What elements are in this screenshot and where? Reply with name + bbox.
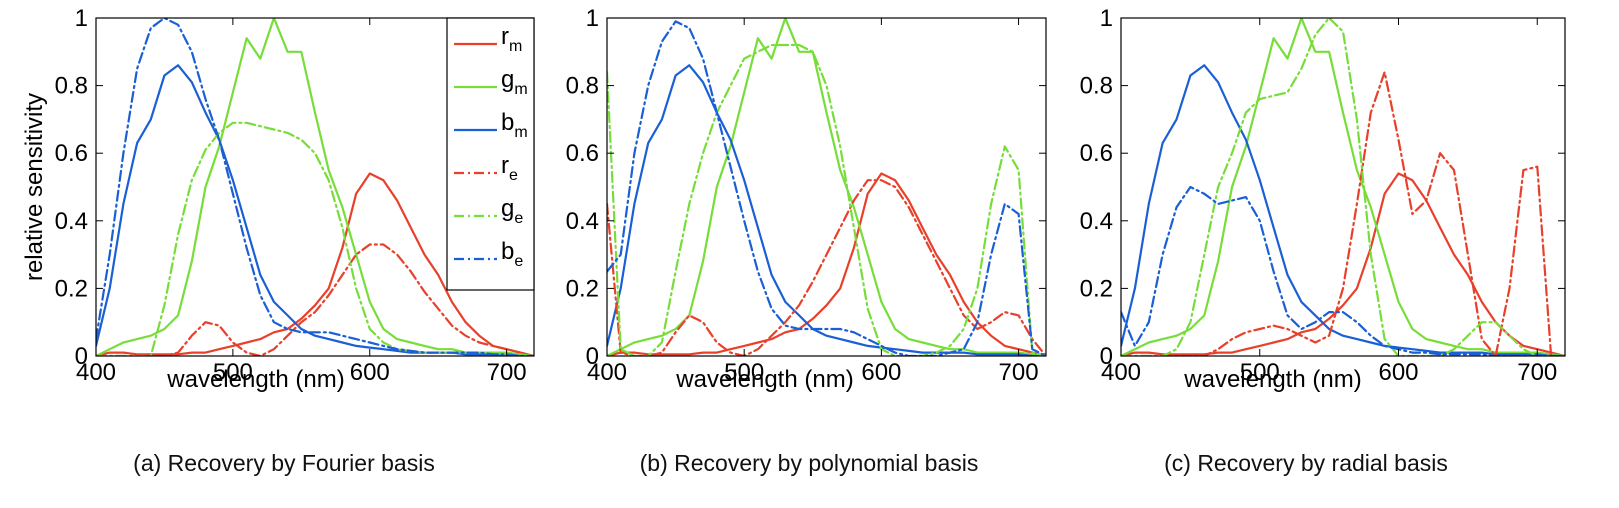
x-tick-label: 700 (1517, 359, 1557, 386)
x-axis-label: wavelength (nm) (1183, 366, 1361, 393)
x-tick-label: 400 (1101, 359, 1141, 386)
y-tick-label: 1 (75, 5, 88, 32)
legend-box (447, 18, 534, 290)
x-tick-label: 600 (861, 359, 901, 386)
y-tick-label: 0.8 (1080, 73, 1113, 100)
y-tick-label: 0.6 (566, 140, 599, 167)
y-tick-label: 0.6 (1080, 140, 1113, 167)
y-tick-label: 0.8 (55, 73, 88, 100)
x-tick-label: 400 (76, 359, 116, 386)
x-axis-label: wavelength (nm) (675, 366, 853, 393)
y-tick-label: 0.2 (566, 275, 599, 302)
caption-fourier: (a) Recovery by Fourier basis (133, 450, 435, 476)
y-axis-label: relative sensitivity (21, 93, 48, 281)
y-tick-label: 0.8 (566, 73, 599, 100)
y-tick-label: 1 (586, 5, 599, 32)
y-tick-label: 1 (1100, 5, 1113, 32)
x-tick-label: 600 (350, 359, 390, 386)
y-tick-label: 0.2 (55, 275, 88, 302)
caption-polynomial: (b) Recovery by polynomial basis (640, 450, 979, 476)
y-tick-label: 0.2 (1080, 275, 1113, 302)
y-tick-label: 0.4 (1080, 208, 1113, 235)
y-tick-label: 0.4 (566, 208, 599, 235)
x-tick-label: 700 (487, 359, 527, 386)
y-tick-label: 0.4 (55, 208, 88, 235)
y-tick-label: 0.6 (55, 140, 88, 167)
x-tick-label: 700 (999, 359, 1039, 386)
x-axis-label: wavelength (nm) (166, 366, 344, 393)
x-tick-label: 400 (587, 359, 627, 386)
x-tick-label: 600 (1378, 359, 1418, 386)
caption-radial: (c) Recovery by radial basis (1164, 450, 1448, 476)
